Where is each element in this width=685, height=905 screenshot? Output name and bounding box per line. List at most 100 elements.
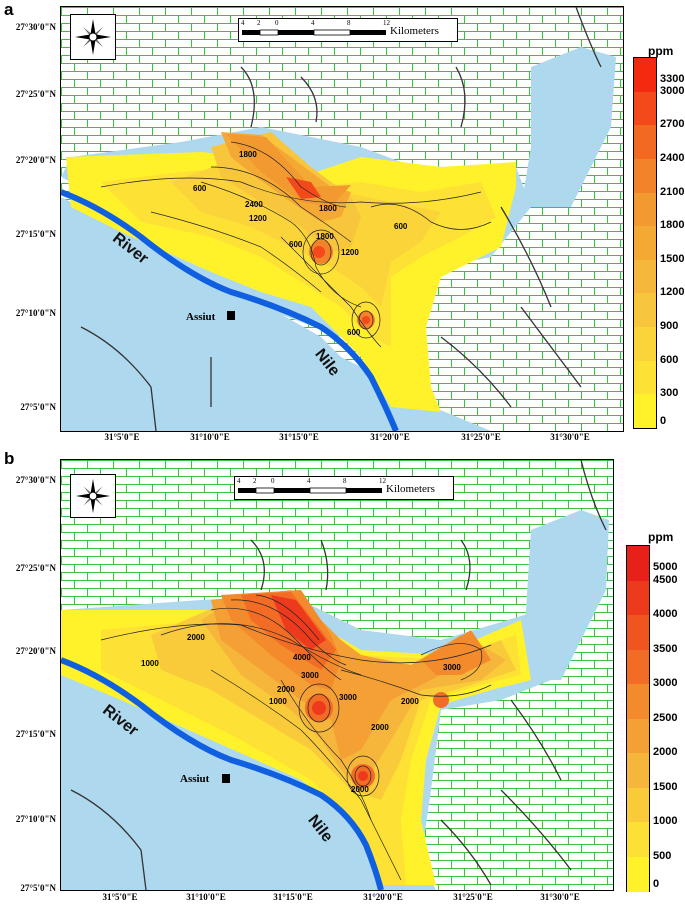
scale-bar: 4 2 0 4 8 12 Kilometers bbox=[234, 476, 454, 500]
lat-label: 27°25'0"N bbox=[15, 563, 56, 573]
lat-label: 27°10'0"N bbox=[15, 308, 56, 318]
scale-tick: 2 bbox=[253, 477, 257, 485]
scale-tick: 8 bbox=[347, 19, 351, 27]
legend-tick-label: 4000 bbox=[653, 608, 678, 620]
contour-label: 3000 bbox=[301, 671, 319, 680]
legend-tick-label: 600 bbox=[660, 353, 679, 366]
legend-color-step bbox=[627, 684, 649, 719]
legend-color-step bbox=[634, 327, 656, 362]
scale-bar: 4 2 0 4 8 12 Kilometers bbox=[238, 18, 458, 42]
legend-color-step bbox=[627, 580, 649, 616]
lat-label: 27°15'0"N bbox=[15, 729, 56, 739]
lon-label: 31°5'0"E bbox=[104, 432, 140, 442]
scale-tick: 4 bbox=[307, 477, 311, 485]
scale-tick: 0 bbox=[271, 477, 275, 485]
legend-color-step bbox=[634, 360, 656, 395]
lat-label: 27°5'0"N bbox=[20, 883, 56, 893]
contour-label: 600 bbox=[289, 240, 303, 249]
scale-tick: 8 bbox=[343, 477, 347, 485]
contour-lines bbox=[100, 594, 492, 881]
contour-label: 3000 bbox=[443, 663, 461, 672]
legend-tick-label: 2400 bbox=[660, 151, 685, 164]
north-arrow bbox=[70, 474, 116, 518]
legend-color-step bbox=[634, 293, 656, 328]
legend-color-step bbox=[634, 394, 656, 429]
contour-label: 1200 bbox=[341, 248, 359, 257]
contour-label: 2000 bbox=[371, 723, 389, 732]
concentration-zone-7 bbox=[271, 595, 326, 650]
lon-label: 31°10'0"E bbox=[186, 892, 226, 902]
scale-tick: 4 bbox=[311, 19, 315, 27]
legend-tick-label: 2100 bbox=[660, 185, 685, 198]
contour-lines bbox=[100, 141, 492, 348]
legend-tick-label: 1500 bbox=[660, 252, 685, 265]
scale-unit: Kilometers bbox=[390, 25, 439, 37]
town-label: Assiut bbox=[180, 773, 210, 785]
lat-label: 27°20'0"N bbox=[15, 155, 56, 165]
legend-tick-label: 0 bbox=[660, 415, 667, 427]
legend-tick-label: 3500 bbox=[653, 642, 678, 655]
legend-color-step bbox=[627, 615, 649, 650]
legend-tick-label: 1800 bbox=[660, 219, 685, 232]
legend-color-step bbox=[627, 856, 649, 892]
town-label: Assiut bbox=[186, 311, 216, 323]
legend-tick-label: 3000 bbox=[660, 84, 685, 97]
lat-label: 27°5'0"N bbox=[20, 402, 56, 412]
contour-label: 1800 bbox=[316, 232, 334, 241]
legend-tick-label: 3300 bbox=[660, 73, 685, 85]
town-marker bbox=[222, 774, 230, 783]
concentration-zone-5 bbox=[226, 134, 351, 207]
contour-label: 600 bbox=[394, 222, 408, 231]
legend-tick-label: 5000 bbox=[653, 561, 678, 573]
legend-unit: ppm bbox=[648, 530, 674, 544]
hotspot bbox=[433, 692, 449, 708]
lat-label: 27°25'0"N bbox=[15, 89, 56, 99]
legend-color-step bbox=[634, 91, 656, 126]
hotspot bbox=[313, 246, 325, 258]
compass-icon bbox=[75, 19, 111, 55]
lon-label: 31°5'0"E bbox=[102, 892, 138, 902]
legend-color-step bbox=[627, 718, 649, 754]
concentration-zone-2 bbox=[171, 157, 441, 307]
lon-label: 31°20'0"E bbox=[370, 432, 410, 442]
contour-label: 4000 bbox=[293, 653, 311, 662]
contour-label: 2000 bbox=[351, 785, 369, 794]
wadi-lines bbox=[80, 7, 602, 431]
legend-color-step bbox=[634, 125, 656, 160]
scale-tick: 12 bbox=[379, 477, 386, 485]
compass-icon bbox=[75, 478, 111, 514]
legend-color-step bbox=[634, 158, 656, 194]
legend-tick-label: 1200 bbox=[660, 286, 685, 299]
contour-label: 1200 bbox=[249, 214, 267, 223]
nile-river bbox=[61, 657, 384, 890]
contour-labels: 1800 600 2400 1200 1800 1800 600 1200 60… bbox=[193, 150, 408, 337]
contour-label: 1800 bbox=[319, 204, 337, 213]
lat-label: 27°10'0"N bbox=[15, 814, 56, 824]
lon-label: 31°25'0"E bbox=[453, 892, 493, 902]
legend-color-step bbox=[627, 787, 649, 823]
legend-unit: ppm bbox=[648, 44, 674, 58]
scale-tick: 12 bbox=[383, 19, 390, 27]
color-scale bbox=[626, 545, 650, 892]
concentration-zone-6 bbox=[286, 177, 321, 199]
legend-color-step bbox=[634, 58, 656, 93]
legend-color-step bbox=[634, 226, 656, 261]
contour-label: 3000 bbox=[339, 693, 357, 702]
panel-label: a bbox=[4, 0, 14, 19]
hotspot bbox=[362, 316, 370, 324]
legend-color-step bbox=[627, 649, 649, 685]
contour-label: 600 bbox=[347, 328, 361, 337]
legend-tick-label: 300 bbox=[660, 387, 679, 400]
floodplain bbox=[211, 277, 491, 431]
scale-tick: 4 bbox=[237, 477, 241, 485]
legend-tick-label: 1500 bbox=[653, 780, 678, 793]
legend-tick-label: 500 bbox=[653, 849, 672, 862]
lat-label: 27°30'0"N bbox=[15, 475, 56, 485]
legend-tick-label: 1000 bbox=[653, 815, 678, 827]
contour-label: 600 bbox=[193, 184, 207, 193]
legend-tick-label: 2700 bbox=[660, 118, 685, 131]
contour-label: 2000 bbox=[277, 685, 295, 694]
north-arrow bbox=[70, 14, 116, 60]
floodplain-north bbox=[521, 47, 616, 207]
legend-color-step bbox=[627, 822, 649, 857]
